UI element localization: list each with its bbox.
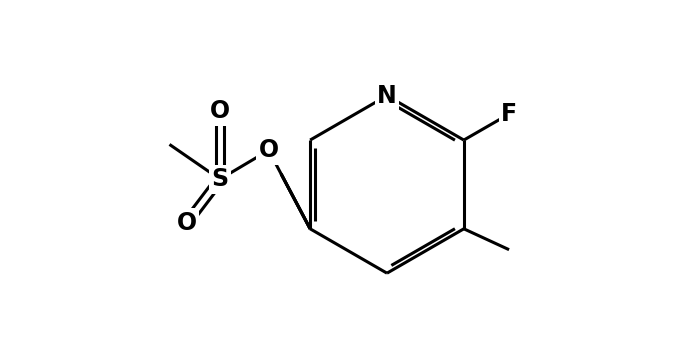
Text: O: O (177, 211, 197, 235)
Text: S: S (211, 167, 228, 191)
Text: O: O (258, 139, 279, 162)
Text: F: F (501, 102, 517, 126)
Text: N: N (377, 84, 397, 108)
Text: O: O (210, 100, 230, 123)
